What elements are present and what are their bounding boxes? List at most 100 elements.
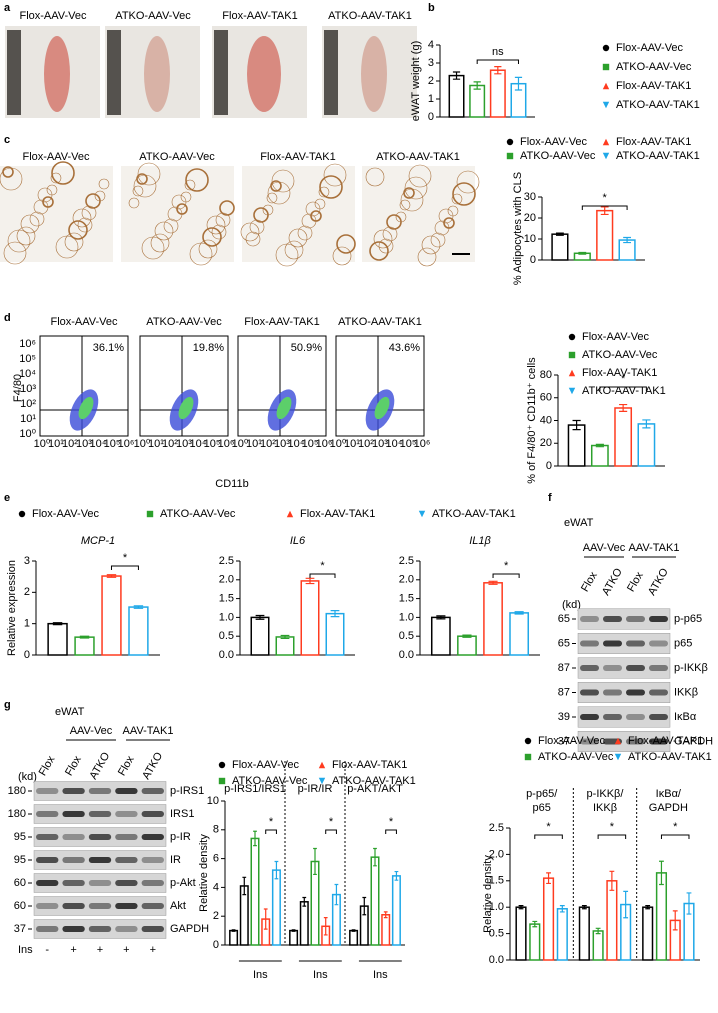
histology	[362, 166, 475, 262]
blot-band	[580, 689, 599, 696]
legend-label: Flox-AAV-TAK1	[300, 508, 375, 520]
group-label: AAV-Vec	[70, 725, 113, 737]
cell	[262, 204, 274, 216]
annotation: *	[504, 560, 509, 572]
kd-label: 95	[14, 831, 26, 843]
row-label: p-Akt	[170, 877, 196, 889]
tissue	[144, 36, 170, 112]
error-bar	[330, 610, 340, 618]
y-tick-label: 0.0	[219, 649, 234, 661]
y-tick-label: 10	[207, 795, 219, 807]
ruler	[107, 30, 121, 115]
error-bar	[242, 876, 247, 896]
cell	[81, 205, 97, 221]
y-axis-label: Relative expression	[6, 560, 18, 656]
legend-label: ATKO-AAV-TAK1	[432, 508, 516, 520]
cell	[323, 163, 347, 187]
blot-band	[141, 903, 164, 909]
annotation: *	[621, 373, 626, 385]
legend-label: ATKO-AAV-TAK1	[582, 385, 666, 397]
blot-band	[141, 926, 164, 932]
blot-band	[88, 788, 112, 794]
population-core	[178, 396, 194, 420]
gate-percent: 36.1%	[93, 342, 124, 354]
error-bar	[52, 622, 63, 626]
y-tick-label: 0.0	[399, 649, 414, 661]
error-bar	[623, 236, 632, 244]
bar	[551, 233, 569, 261]
panel-letter: d	[4, 312, 11, 324]
cell	[395, 211, 407, 223]
cell	[0, 167, 23, 191]
blot-band	[36, 903, 59, 909]
cell	[336, 234, 356, 254]
cell	[403, 187, 415, 199]
kd-label: 37	[558, 735, 570, 747]
legend-marker	[524, 753, 532, 761]
legend-label: ATKO-AAV-TAK1	[628, 751, 712, 763]
error-bar	[600, 206, 609, 216]
cell	[318, 186, 330, 198]
blot-band	[580, 616, 599, 622]
cell	[270, 180, 282, 192]
flow-tick: 10⁶	[316, 438, 333, 450]
legend-label: Flox-AAV-TAK1	[616, 136, 691, 148]
cell	[64, 232, 84, 252]
blot-band	[141, 880, 164, 886]
row-label: p-IKKβ	[674, 662, 708, 674]
y-tick-label: 10	[524, 233, 536, 245]
cell	[132, 185, 144, 197]
error-bar	[572, 419, 581, 431]
bar	[47, 622, 68, 656]
histology	[242, 166, 355, 262]
error-bar	[518, 905, 524, 910]
bar	[515, 906, 527, 961]
flow-tick: 10³	[372, 438, 388, 450]
y-tick-label: 2.0	[219, 574, 234, 586]
bar	[349, 929, 359, 946]
legend-label: ATKO-AAV-Vec	[582, 349, 658, 361]
row-label: IRS1	[170, 808, 194, 820]
flow-tick: 10⁵	[302, 438, 319, 450]
y-tick-label: 20	[540, 437, 552, 449]
significance-bracket	[581, 205, 628, 210]
category-label: p-IRS1/IRS1	[224, 783, 286, 795]
bar	[606, 880, 618, 961]
error-bar	[623, 890, 629, 919]
y-tick-label: 3	[24, 555, 30, 567]
blot-band	[141, 788, 164, 794]
photo-label: ATKO-AAV-TAK1	[328, 10, 412, 22]
bar	[300, 580, 320, 656]
annotation: *	[320, 560, 325, 572]
annotation: *	[546, 821, 551, 833]
flow-tick: 10⁴	[190, 438, 207, 450]
legend-marker	[318, 777, 326, 785]
kd-unit: (kd)	[562, 599, 581, 611]
cell	[267, 181, 291, 205]
cell	[249, 219, 265, 235]
legend-marker	[614, 753, 622, 761]
error-bar	[274, 860, 279, 880]
legend-label: Flox-AAV-Vec	[616, 42, 684, 54]
panel-letter: f	[548, 492, 552, 504]
blot-band	[626, 616, 645, 622]
error-bar	[291, 929, 296, 932]
bar	[101, 575, 122, 656]
kd-label: 65	[558, 637, 570, 649]
cell	[50, 172, 62, 184]
blot-band	[141, 811, 164, 817]
y-axis-label: eWAT weight (g)	[410, 41, 422, 122]
y-tick-label: 60	[540, 392, 552, 404]
x-axis-label: Ins	[253, 969, 268, 981]
blot-band	[62, 926, 85, 932]
cell	[163, 218, 179, 234]
y-tick-label: 1.0	[399, 611, 414, 623]
image-label: ATKO-AAV-Vec	[146, 316, 222, 328]
legend-marker	[568, 369, 576, 377]
error-bar	[659, 860, 664, 886]
panel-letter: e	[4, 492, 10, 504]
flow-tick: 10²	[358, 438, 374, 450]
legend-label: Flox-AAV-Vec	[582, 331, 650, 343]
kd-label: 65	[558, 613, 570, 625]
legend-label: Flox-AAV-Vec	[32, 508, 100, 520]
